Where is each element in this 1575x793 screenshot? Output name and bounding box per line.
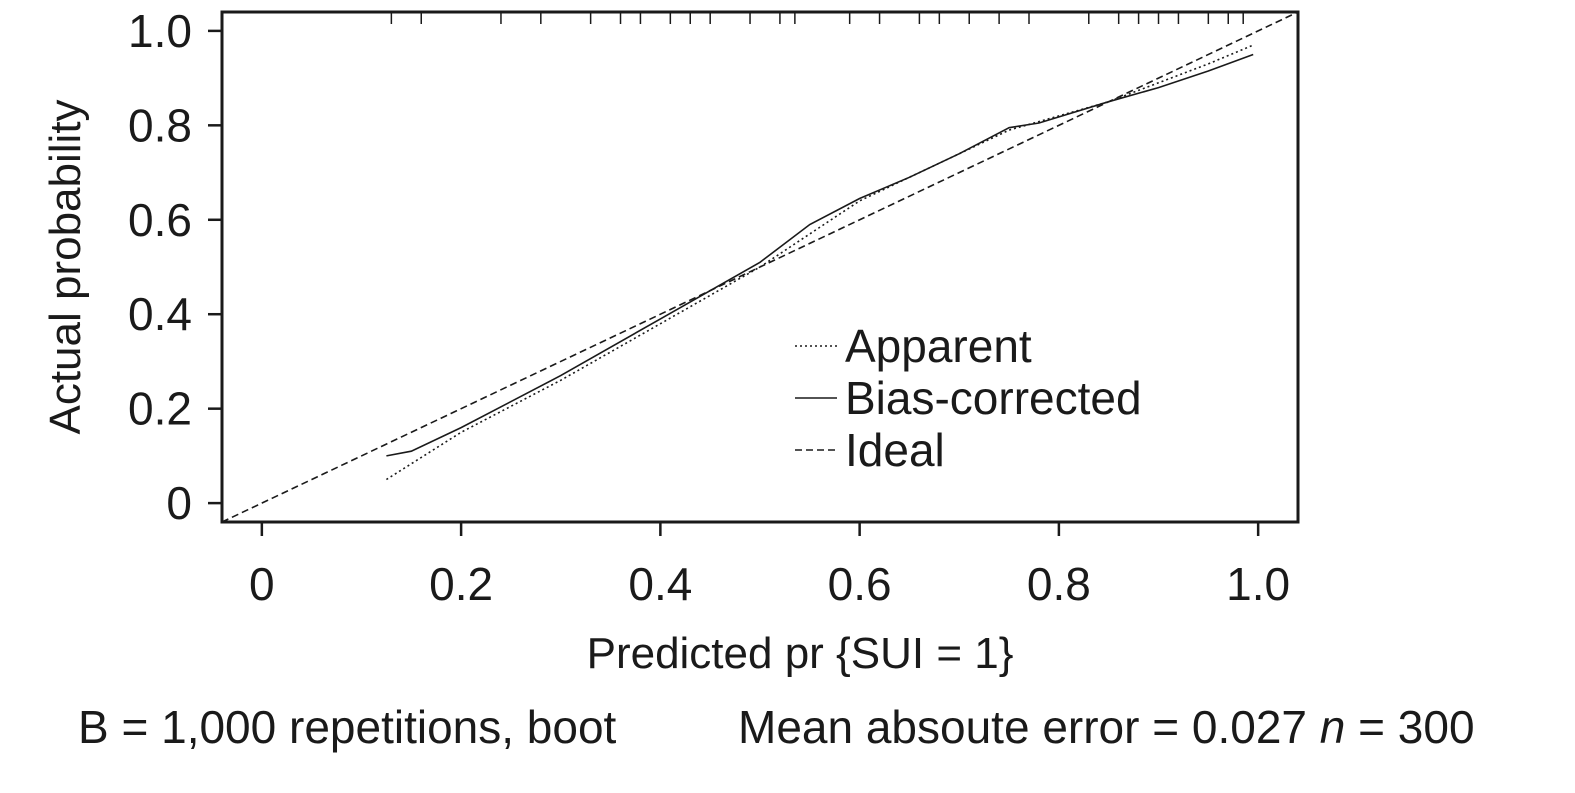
x-tick-label: 0.2 (429, 558, 493, 610)
series-line-bias-corrected (386, 53, 1254, 457)
plot-area (220, 10, 1300, 524)
y-axis-title: Actual probability (41, 99, 90, 434)
y-tick-label: 0 (166, 477, 192, 529)
x-axis-title: Predicted pr {SUI = 1} (587, 629, 1014, 678)
x-tick-label: 1.0 (1226, 558, 1290, 610)
series-lines (221, 11, 1299, 523)
x-tick-label: 0.8 (1027, 558, 1091, 610)
legend-label: Ideal (845, 424, 945, 476)
x-tick-label: 0 (249, 558, 275, 610)
plot-frame (220, 10, 1300, 524)
axes: 0 0.2 0.4 0.6 0.8 1.0 0 0.2 0.4 0.6 0.8 1.0 (128, 5, 1290, 610)
n-symbol: n (1319, 701, 1346, 753)
calibration-chart: 0 0.2 0.4 0.6 0.8 1.0 0 0.2 0.4 0.6 0.8 1.0 Apparen… (41, 5, 1300, 678)
y-tick-label: 0.6 (128, 194, 192, 246)
legend-label: Bias-corrected (845, 372, 1142, 424)
series-line-ideal (221, 11, 1299, 523)
rug-marks (390, 12, 1244, 24)
y-tick-label: 0.2 (128, 383, 192, 435)
error-note: Mean absoute error = 0.027 n = 300 (738, 700, 1475, 754)
x-tick-label: 0.4 (628, 558, 692, 610)
footer-caption: B = 1,000 repetitions, boot Mean absoute… (0, 700, 1575, 770)
legend-label: Apparent (845, 320, 1032, 372)
mae-text: Mean absoute error = 0.027 (738, 701, 1307, 753)
y-tick-label: 1.0 (128, 5, 192, 57)
x-tick-label: 0.6 (828, 558, 892, 610)
y-tick-label: 0.8 (128, 99, 192, 151)
bootstrap-note: B = 1,000 repetitions, boot (78, 701, 617, 753)
y-tick-label: 0.4 (128, 288, 192, 340)
n-value: = 300 (1358, 701, 1475, 753)
